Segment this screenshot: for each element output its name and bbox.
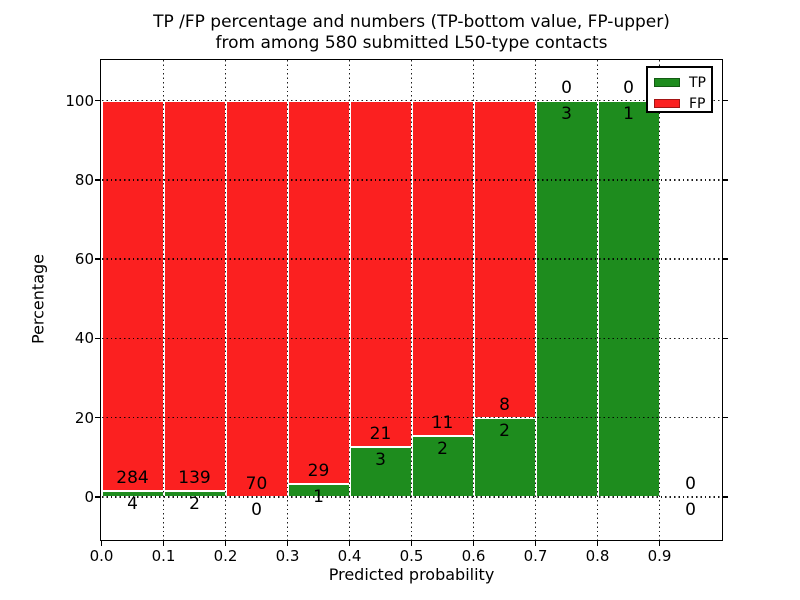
fp-count-label: 8 [499, 394, 510, 415]
fp-bar [349, 100, 412, 448]
fp-count-label: 139 [178, 468, 211, 489]
vertical-gridline [224, 60, 227, 540]
y-tick-label: 80 [74, 170, 94, 189]
vertical-gridline [348, 60, 351, 540]
legend-row: TP [648, 72, 711, 93]
horizontal-gridline [101, 179, 722, 181]
x-tick-mark [658, 541, 661, 546]
x-tick-mark [162, 541, 165, 546]
horizontal-gridline [101, 258, 722, 260]
fp-count-label: 11 [431, 413, 454, 434]
x-tick-label: 0.2 [213, 547, 238, 565]
chart-title: TP /FP percentage and numbers (TP-bottom… [101, 12, 722, 54]
fp-bar [101, 100, 164, 492]
legend-label: TP [689, 74, 706, 91]
tp-count-label: 0 [685, 500, 696, 520]
y-tick-mark-right [723, 258, 728, 260]
tp-count-label: 1 [623, 103, 634, 124]
y-tick-mark-right [723, 99, 728, 102]
tp-bar [473, 417, 536, 497]
legend-row: FP [648, 93, 711, 114]
tp-count-label: 0 [251, 500, 262, 520]
fp-count-label: 70 [245, 474, 268, 494]
y-tick-mark-left [95, 99, 100, 102]
x-tick-label: 0.4 [337, 547, 362, 565]
x-tick-label: 0.5 [399, 547, 424, 565]
horizontal-gridline [101, 416, 722, 419]
x-tick-mark [596, 541, 599, 546]
fp-count-label: 21 [369, 424, 392, 445]
x-tick-label: 0.7 [523, 547, 548, 565]
x-tick-mark [410, 541, 413, 546]
x-tick-mark [534, 541, 537, 546]
fp-count-label: 0 [561, 77, 572, 98]
y-tick-mark-right [723, 496, 728, 498]
tp-count-label: 2 [499, 420, 510, 441]
tp-count-label: 3 [375, 450, 386, 471]
fp-count-label: 29 [307, 460, 330, 481]
chart-title-line1: TP /FP percentage and numbers (TP-bottom… [153, 12, 670, 32]
tp-count-label: 2 [189, 494, 200, 515]
fp-bar [287, 100, 350, 484]
y-tick-mark-right [723, 179, 728, 181]
y-tick-mark-left [95, 416, 100, 419]
tp-count-label: 1 [313, 486, 324, 507]
fp-count-label: 284 [116, 468, 149, 489]
tp-count-label: 3 [561, 103, 572, 124]
vertical-gridline [658, 60, 661, 540]
legend-swatch-fp [654, 99, 680, 108]
y-tick-mark-left [95, 179, 100, 181]
x-axis-label: Predicted probability [328, 565, 495, 584]
y-tick-label: 60 [74, 250, 94, 269]
chart-title-line2: from among 580 submitted L50-type contac… [215, 33, 608, 53]
horizontal-gridline [101, 496, 722, 498]
x-tick-mark [100, 541, 103, 546]
legend-label: FP [689, 95, 706, 112]
y-tick-mark-right [723, 416, 728, 419]
fp-count-label: 0 [623, 77, 634, 98]
y-axis-label: Percentage [28, 253, 48, 345]
fp-bar [225, 100, 288, 497]
x-tick-mark [286, 541, 289, 546]
tp-bar [349, 447, 412, 497]
y-tick-label: 40 [74, 329, 94, 348]
tp-count-label: 4 [127, 494, 138, 515]
y-tick-mark-left [95, 337, 100, 340]
fp-count-label: 0 [685, 474, 696, 494]
y-tick-label: 100 [65, 91, 94, 110]
x-tick-label: 0.0 [89, 547, 114, 565]
x-tick-label: 0.3 [275, 547, 300, 565]
y-tick-mark-left [95, 496, 100, 498]
x-tick-label: 0.6 [461, 547, 486, 565]
fp-bar [163, 100, 226, 492]
x-tick-label: 0.1 [151, 547, 176, 565]
legend-swatch-tp [654, 78, 680, 87]
vertical-gridline [410, 60, 413, 540]
y-tick-label: 0 [84, 488, 94, 506]
x-tick-mark [472, 541, 475, 546]
y-tick-label: 20 [74, 408, 94, 427]
x-tick-mark [224, 541, 227, 546]
vertical-gridline [596, 60, 599, 540]
vertical-gridline [472, 60, 475, 540]
y-tick-mark-right [723, 337, 728, 340]
horizontal-gridline [101, 337, 722, 340]
x-tick-label: 0.8 [585, 547, 610, 565]
y-tick-mark-left [95, 258, 100, 260]
x-tick-label: 0.9 [647, 547, 672, 565]
legend: TP FP [646, 66, 713, 113]
vertical-gridline [162, 60, 165, 540]
fp-bar [411, 100, 474, 437]
tp-count-label: 2 [437, 439, 448, 460]
x-tick-mark [348, 541, 351, 546]
vertical-gridline [286, 60, 289, 540]
vertical-gridline [534, 60, 537, 540]
horizontal-gridline [101, 99, 722, 102]
tp-bar [597, 100, 660, 497]
